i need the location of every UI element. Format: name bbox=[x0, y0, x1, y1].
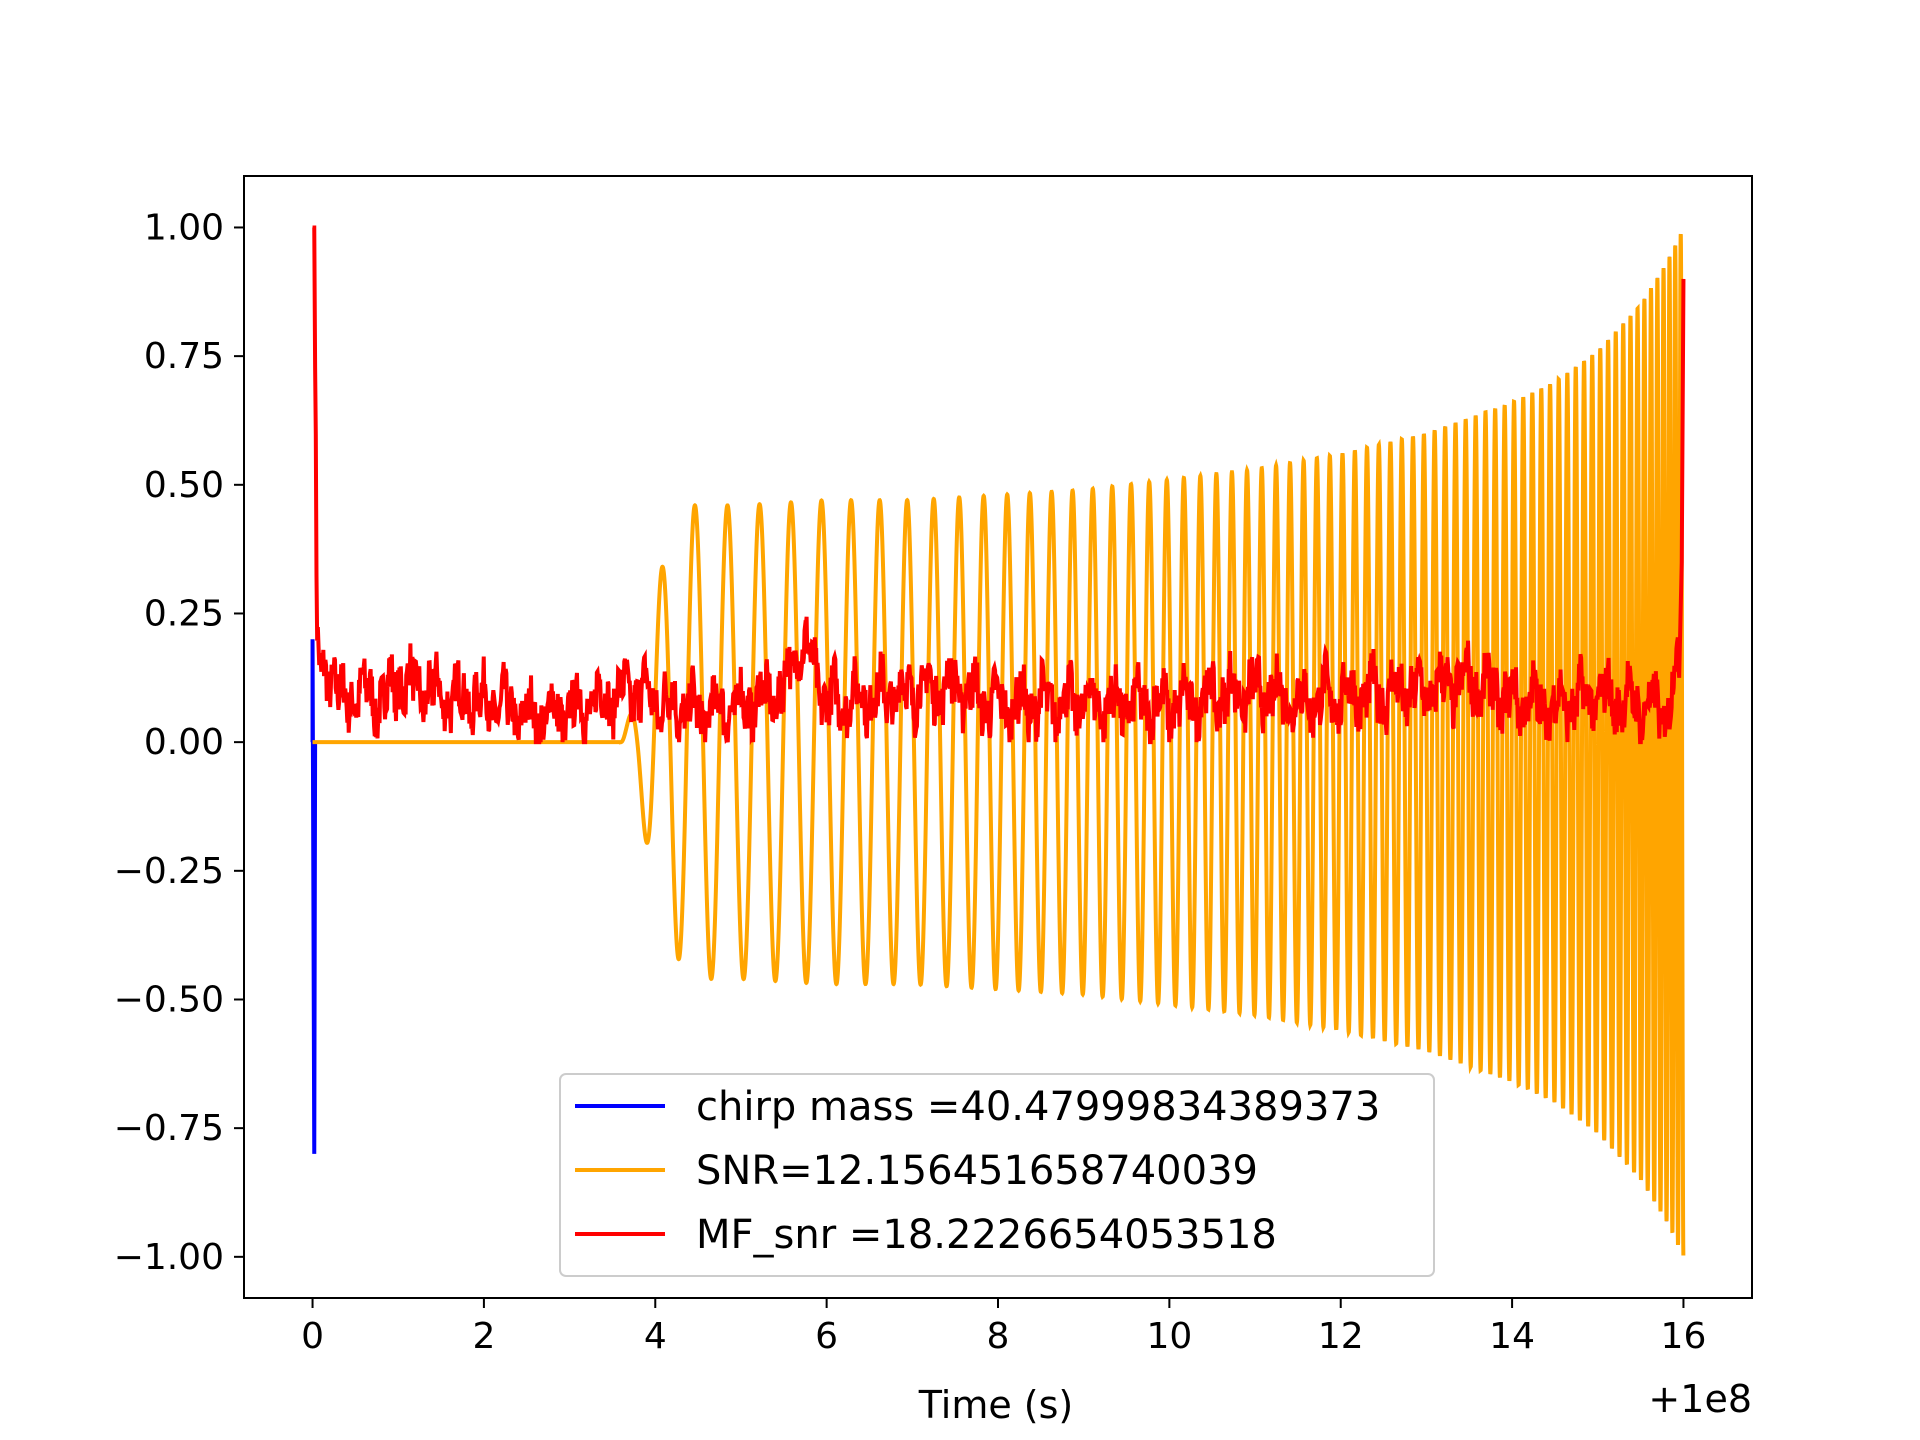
x-tick-label: 10 bbox=[1146, 1316, 1192, 1357]
x-tick-label: 16 bbox=[1661, 1316, 1707, 1357]
x-axis-title: Time (s) bbox=[918, 1383, 1074, 1427]
axes-layer: 0 2 4 6 8 10 12 14 16 1.00 0.75 0.50 0.25 0.00 −0.25 −0… bbox=[114, 207, 1707, 1357]
y-tick-label: 1.00 bbox=[144, 207, 224, 248]
x-tick-label: 8 bbox=[987, 1316, 1010, 1357]
legend-label-chirp-mass: chirp mass =40.47999834389373 bbox=[696, 1084, 1380, 1130]
legend-label-mf-snr: MF_snr =18.2226654053518 bbox=[696, 1212, 1277, 1258]
x-tick-label: 0 bbox=[301, 1316, 324, 1357]
x-tick-label: 2 bbox=[472, 1316, 495, 1357]
y-tick-label: 0.50 bbox=[144, 465, 224, 506]
plot-series-layer bbox=[310, 225, 1686, 1256]
legend-frame bbox=[559, 1073, 1435, 1277]
series-line-mf-snr bbox=[312, 225, 1686, 746]
x-tick-label: 12 bbox=[1318, 1316, 1364, 1357]
y-tick-label: −0.75 bbox=[114, 1108, 224, 1149]
y-tick-label: 0.75 bbox=[144, 336, 224, 377]
y-tick-label: 0.25 bbox=[144, 593, 224, 634]
legend: chirp mass =40.47999834389373 SNR=12.156… bbox=[559, 1073, 1435, 1277]
y-tick-label: −1.00 bbox=[114, 1237, 224, 1278]
series-line-snr bbox=[312, 233, 1686, 1256]
x-tick-label: 6 bbox=[815, 1316, 838, 1357]
legend-label-snr: SNR=12.156451658740039 bbox=[696, 1148, 1258, 1194]
series-line-chirp-mass-spike bbox=[310, 639, 318, 1154]
x-tick-label: 14 bbox=[1489, 1316, 1535, 1357]
y-tick-label: −0.25 bbox=[114, 851, 224, 892]
y-tick-label: 0.00 bbox=[144, 722, 224, 763]
x-axis-offset-label: +1e8 bbox=[1648, 1377, 1752, 1421]
y-tick-label: −0.50 bbox=[114, 979, 224, 1020]
x-tick-label: 4 bbox=[644, 1316, 667, 1357]
